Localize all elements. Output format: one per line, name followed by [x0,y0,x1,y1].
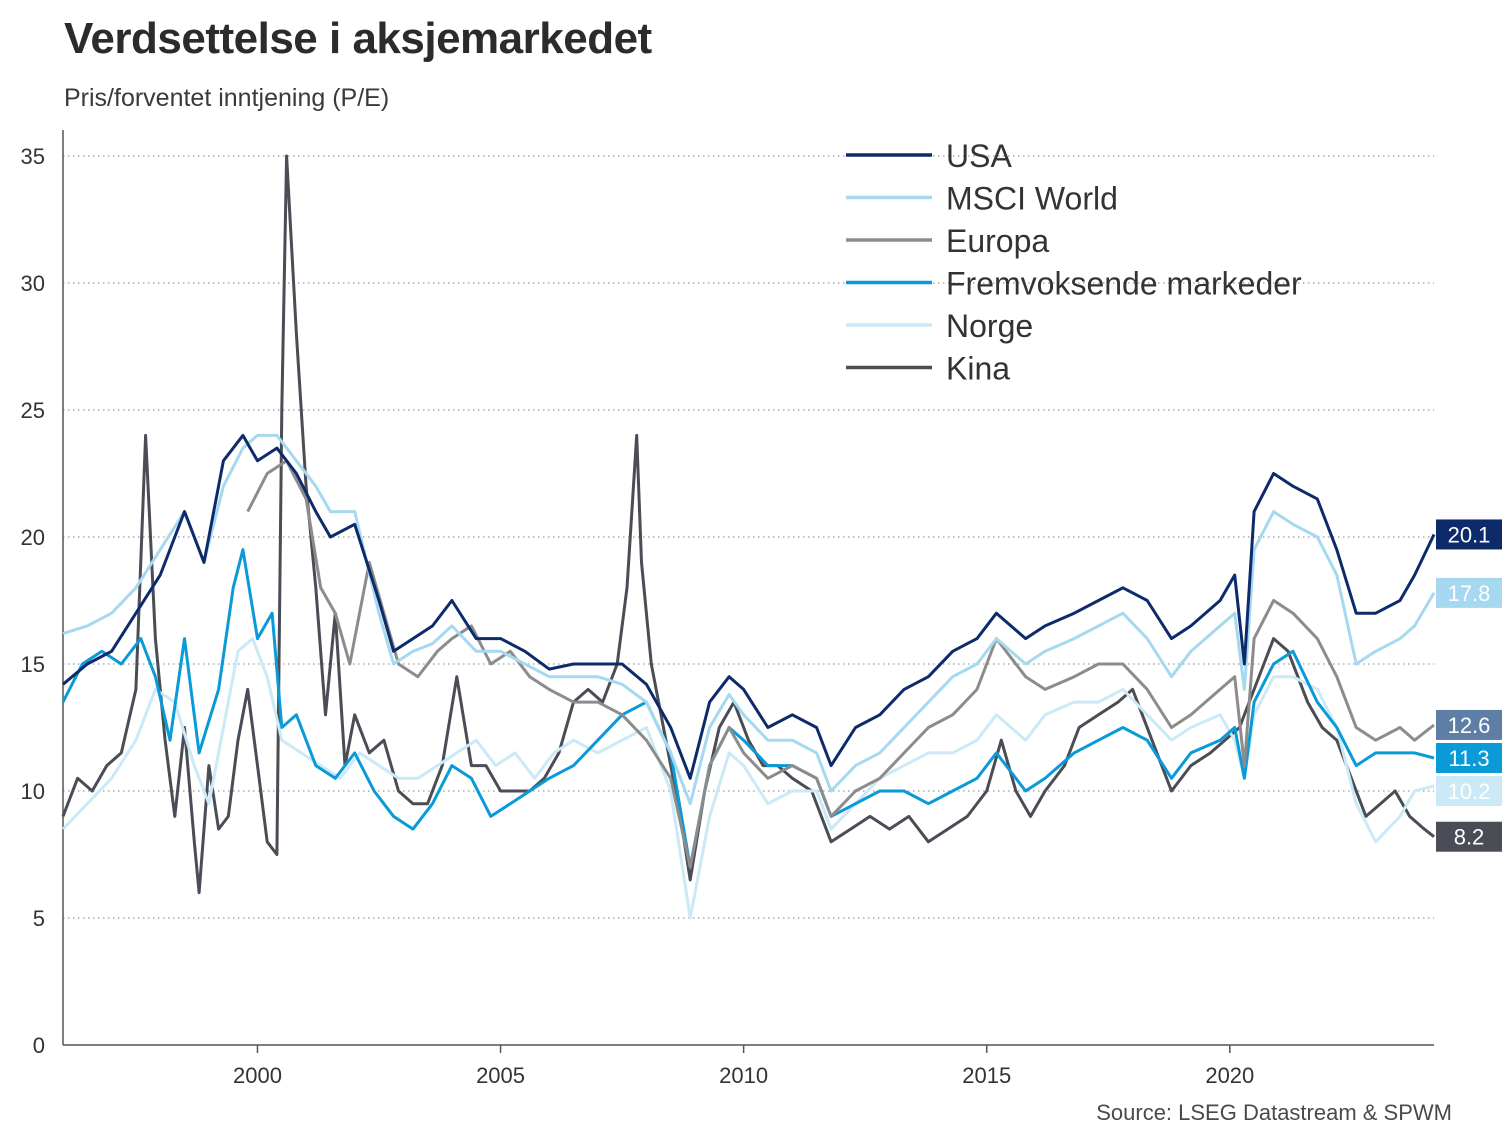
legend: USA MSCI World Europa Fremvoksende markeder… [846,138,1302,387]
x-tick-label: 2020 [1205,1063,1254,1088]
end-labels: 20.1 17.8 12.6 11.3 10.2 8.2 [1436,519,1502,852]
series-line-1 [62,433,1436,806]
end-label-value: 8.2 [1454,825,1485,850]
x-tick-label: 2010 [719,1063,768,1088]
series-line-0 [62,433,1436,780]
chart-subtitle: Pris/forventet inntjening (P/E) [64,84,390,112]
y-tick-label: 20 [21,525,45,550]
end-label: 8.2 [1436,821,1502,852]
legend-label: Kina [946,351,1010,387]
y-tick-label: 0 [33,1033,45,1058]
end-label-box [1436,821,1502,852]
end-label-box [1436,775,1502,806]
end-label: 11.3 [1436,742,1502,773]
y-tick-label: 10 [21,779,45,804]
chart-title: Verdsettelse i aksjemarkedet [64,14,652,63]
end-label-value: 20.1 [1448,522,1491,547]
series-line-3 [61,548,1435,869]
end-label-value: 11.3 [1448,746,1489,771]
end-label-box [1436,519,1502,550]
source-note: Source: LSEG Datastream & SPWM [1096,1100,1452,1125]
series-line-2 [246,459,1435,869]
y-tick-label: 25 [21,398,45,423]
x-tick-label: 2015 [962,1063,1011,1088]
series-lines [61,154,1436,920]
legend-label: Norge [946,308,1033,344]
end-label-value: 17.8 [1448,581,1491,606]
series-line-4 [61,637,1435,920]
y-tick-label: 15 [21,652,45,677]
legend-label: Europa [946,223,1049,259]
end-label-value: 10.2 [1448,779,1491,804]
legend-label: MSCI World [946,181,1118,217]
end-label: 17.8 [1436,577,1502,608]
end-label-box [1436,709,1502,740]
end-label: 20.1 [1436,519,1502,550]
end-label: 12.6 [1436,709,1502,740]
series-line-5 [61,154,1435,895]
end-label-value: 12.6 [1448,713,1491,738]
x-tick-label: 2005 [476,1063,525,1088]
end-label-box [1436,742,1502,773]
y-tick-label: 30 [21,271,45,296]
grid-lines [63,155,1434,919]
legend-label: Fremvoksende markeder [946,266,1302,302]
end-label: 10.2 [1436,775,1502,806]
y-tick-label: 5 [33,906,45,931]
axes: 0 5 10 15 20 25 30 35 2000 2005 2010 2015 2020 [21,130,1434,1088]
legend-label: USA [946,138,1012,174]
y-tick-label: 35 [21,144,45,169]
end-label-box [1436,577,1502,608]
x-tick-label: 2000 [233,1063,282,1088]
